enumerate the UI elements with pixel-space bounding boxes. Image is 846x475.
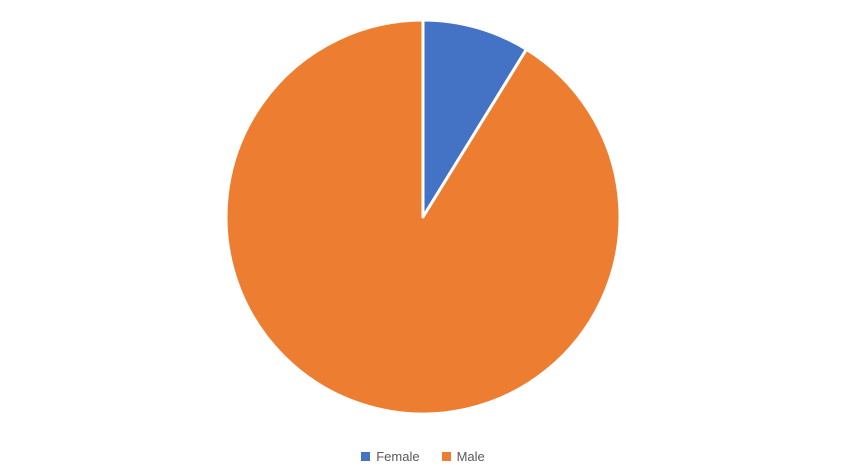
pie-svg [224, 18, 622, 416]
legend-item-female[interactable]: Female [361, 448, 420, 464]
pie-slice-female[interactable] [421, 18, 528, 219]
pie-plot-area [224, 18, 622, 416]
legend-swatch-male-icon [441, 451, 451, 461]
legend-swatch-female-icon [361, 451, 371, 461]
pie-slices-group [224, 18, 622, 416]
chart-legend: Female Male [0, 445, 846, 467]
legend-item-male[interactable]: Male [441, 448, 485, 464]
pie-slice-male[interactable] [224, 18, 622, 416]
legend-label-male: Male [456, 448, 485, 464]
legend-label-female: Female [376, 448, 420, 464]
